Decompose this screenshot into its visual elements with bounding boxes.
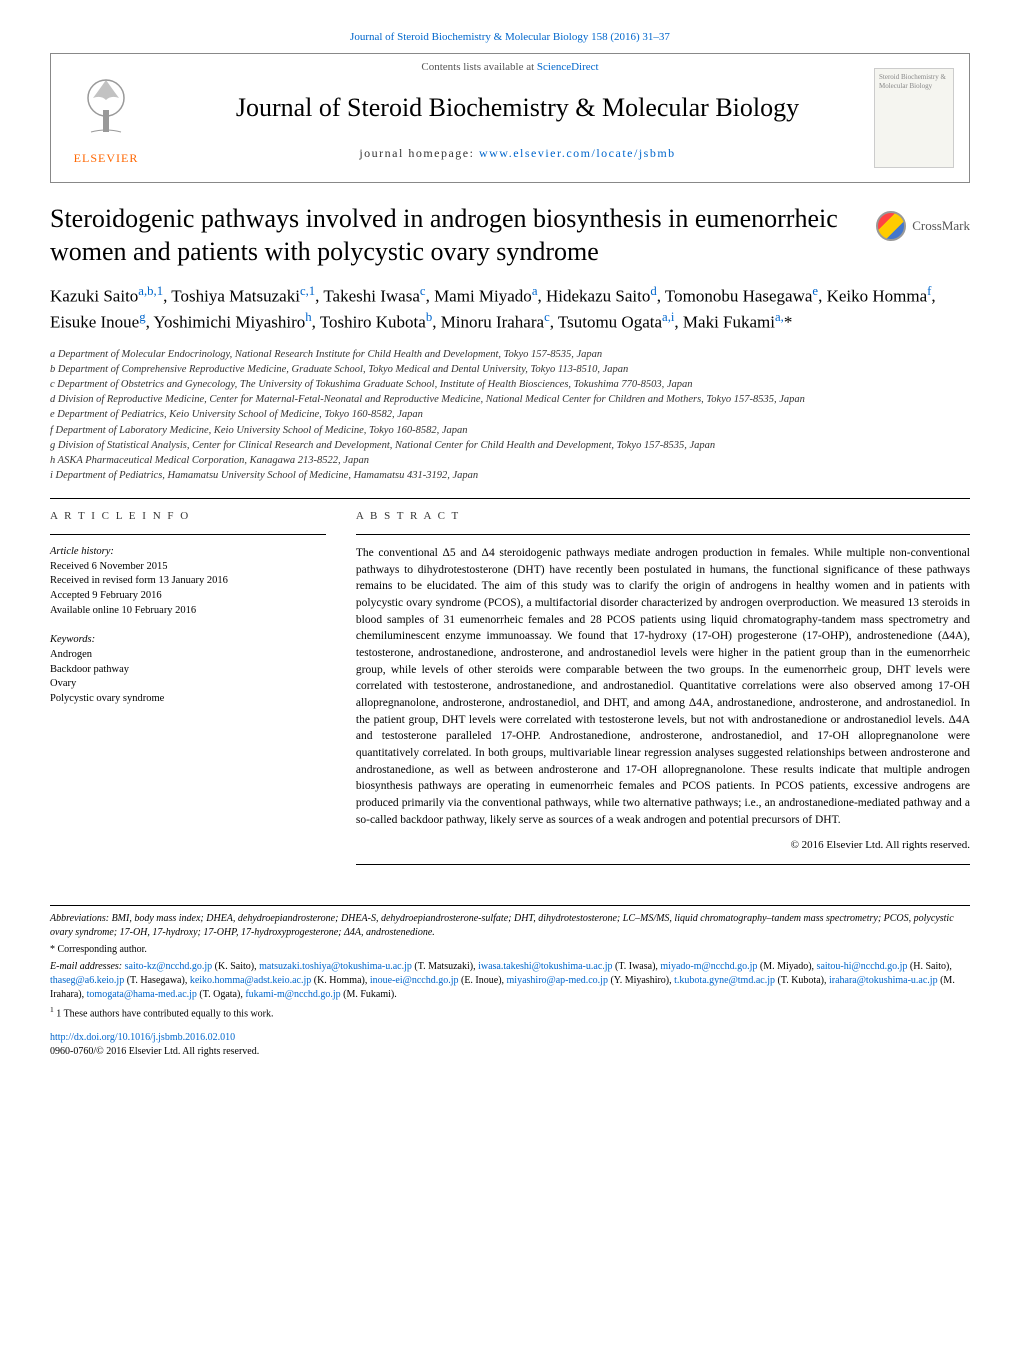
corresponding-author-note: * Corresponding author. [50, 943, 970, 957]
emails-list: saito-kz@ncchd.go.jp (K. Saito), matsuza… [50, 961, 955, 1000]
equal-contribution-text: 1 These authors have contributed equally… [56, 1008, 273, 1019]
article-info-head: A R T I C L E I N F O [50, 509, 326, 524]
affiliation: i Department of Pediatrics, Hamamatsu Un… [50, 468, 970, 483]
abstract-text: The conventional Δ5 and Δ4 steroidogenic… [356, 545, 970, 828]
affiliations: a Department of Molecular Endocrinology,… [50, 347, 970, 484]
keyword: Androgen [50, 648, 326, 663]
history-online: Available online 10 February 2016 [50, 604, 326, 619]
history-accepted: Accepted 9 February 2016 [50, 589, 326, 604]
abbreviations: Abbreviations: BMI, body mass index; DHE… [50, 912, 970, 940]
emails-label: E-mail addresses: [50, 961, 125, 972]
keywords-label: Keywords: [50, 633, 326, 648]
journal-homepage: journal homepage: www.elsevier.com/locat… [161, 145, 874, 162]
journal-citation[interactable]: Journal of Steroid Biochemistry & Molecu… [50, 30, 970, 45]
history-label: Article history: [50, 545, 326, 560]
equal-contribution-note: 1 1 These authors have contributed equal… [50, 1005, 970, 1021]
history-revised: Received in revised form 13 January 2016 [50, 574, 326, 589]
keyword: Backdoor pathway [50, 663, 326, 678]
crossmark-icon [876, 211, 906, 241]
journal-cover-thumb: Steroid Biochemistry & Molecular Biology [874, 68, 954, 168]
keyword: Polycystic ovary syndrome [50, 692, 326, 707]
info-abstract-row: A R T I C L E I N F O Article history: R… [50, 509, 970, 875]
crossmark-badge[interactable]: CrossMark [876, 211, 970, 241]
separator [356, 534, 970, 535]
affiliation: e Department of Pediatrics, Keio Univers… [50, 407, 970, 422]
issn-copyright: 0960-0760/© 2016 Elsevier Ltd. All right… [50, 1046, 259, 1057]
sciencedirect-line: Contents lists available at ScienceDirec… [51, 60, 969, 75]
affiliation: c Department of Obstetrics and Gynecolog… [50, 377, 970, 392]
sciencedirect-link[interactable]: ScienceDirect [537, 61, 599, 73]
elsevier-logo: ELSEVIER [51, 70, 161, 166]
affiliation: b Department of Comprehensive Reproducti… [50, 362, 970, 377]
homepage-prefix: journal homepage: [359, 146, 479, 160]
elsevier-text: ELSEVIER [66, 150, 146, 167]
affiliation: g Division of Statistical Analysis, Cent… [50, 438, 970, 453]
emails-line: E-mail addresses: saito-kz@ncchd.go.jp (… [50, 960, 970, 1002]
affiliation: h ASKA Pharmaceutical Medical Corporatio… [50, 453, 970, 468]
affiliation: a Department of Molecular Endocrinology,… [50, 347, 970, 362]
separator [356, 864, 970, 865]
footnotes: Abbreviations: BMI, body mass index; DHE… [50, 905, 970, 1021]
affiliation: f Department of Laboratory Medicine, Kei… [50, 423, 970, 438]
keyword: Ovary [50, 677, 326, 692]
doi-block: http://dx.doi.org/10.1016/j.jsbmb.2016.0… [50, 1031, 970, 1059]
article-info-col: A R T I C L E I N F O Article history: R… [50, 509, 326, 875]
header-banner: Contents lists available at ScienceDirec… [50, 53, 970, 183]
crossmark-label: CrossMark [912, 217, 970, 235]
homepage-link[interactable]: www.elsevier.com/locate/jsbmb [479, 146, 676, 160]
article-history: Article history: Received 6 November 201… [50, 545, 326, 618]
keywords: Keywords: Androgen Backdoor pathway Ovar… [50, 633, 326, 706]
article-title: Steroidogenic pathways involved in andro… [50, 203, 856, 268]
elsevier-tree-icon [71, 70, 141, 140]
doi-link[interactable]: http://dx.doi.org/10.1016/j.jsbmb.2016.0… [50, 1032, 235, 1043]
separator [50, 534, 326, 535]
banner-center: Journal of Steroid Biochemistry & Molecu… [161, 75, 874, 161]
journal-title: Journal of Steroid Biochemistry & Molecu… [161, 90, 874, 126]
abstract-col: A B S T R A C T The conventional Δ5 and … [356, 509, 970, 875]
abstract-head: A B S T R A C T [356, 509, 970, 524]
copyright: © 2016 Elsevier Ltd. All rights reserved… [356, 838, 970, 853]
affiliation: d Division of Reproductive Medicine, Cen… [50, 392, 970, 407]
authors-list: Kazuki Saitoa,b,1, Toshiya Matsuzakic,1,… [50, 283, 970, 334]
history-received: Received 6 November 2015 [50, 560, 326, 575]
sciencedirect-prefix: Contents lists available at [421, 61, 536, 73]
separator [50, 498, 970, 499]
